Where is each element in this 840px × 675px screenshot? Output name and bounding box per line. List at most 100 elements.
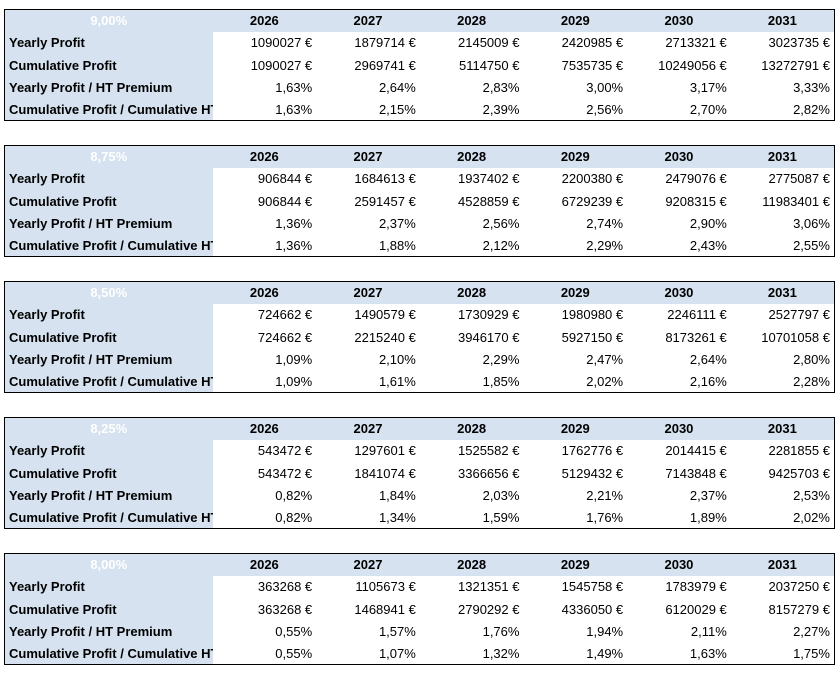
value-cell[interactable]: 3946170 € [419,326,524,349]
value-cell[interactable]: 8173261 € [627,326,731,349]
row-label-cumulative-profit-cumulative-ht-premium[interactable]: Cumulative Profit / Cumulative HT Premiu… [4,642,213,665]
year-header[interactable]: 2031 [730,553,835,576]
value-cell[interactable]: 2,70% [627,98,731,121]
year-header[interactable]: 2030 [627,281,731,304]
value-cell[interactable]: 2,29% [523,234,628,257]
value-cell[interactable]: 1,75% [730,642,835,665]
value-cell[interactable]: 2,82% [730,98,835,121]
year-header[interactable]: 2031 [730,145,835,168]
value-cell[interactable]: 2,39% [419,98,524,121]
value-cell[interactable]: 363268 € [212,575,317,599]
year-header[interactable]: 2030 [627,553,731,576]
value-cell[interactable]: 3,00% [523,76,628,99]
value-cell[interactable]: 1,57% [316,620,420,643]
value-cell[interactable]: 1,07% [316,642,420,665]
value-cell[interactable]: 2,37% [316,212,420,235]
value-cell[interactable]: 1980980 € [523,303,628,327]
value-cell[interactable]: 2591457 € [316,190,420,213]
year-header[interactable]: 2027 [316,553,420,576]
value-cell[interactable]: 4336050 € [523,598,628,621]
value-cell[interactable]: 2,02% [730,506,835,529]
value-cell[interactable]: 2969741 € [316,54,420,77]
value-cell[interactable]: 2,37% [627,484,731,507]
value-cell[interactable]: 2200380 € [523,167,628,191]
value-cell[interactable]: 1468941 € [316,598,420,621]
row-label-yearly-profit[interactable]: Yearly Profit [4,575,213,599]
value-cell[interactable]: 3,17% [627,76,731,99]
value-cell[interactable]: 2,11% [627,620,731,643]
row-label-yearly-profit-ht-premium[interactable]: Yearly Profit / HT Premium [4,484,213,507]
value-cell[interactable]: 2,43% [627,234,731,257]
row-label-yearly-profit-ht-premium[interactable]: Yearly Profit / HT Premium [4,348,213,371]
value-cell[interactable]: 2420985 € [523,31,628,55]
year-header[interactable]: 2026 [212,9,317,32]
year-header[interactable]: 2026 [212,281,317,304]
row-label-cumulative-profit-cumulative-ht-premium[interactable]: Cumulative Profit / Cumulative HT Premiu… [4,234,213,257]
year-header[interactable]: 2031 [730,417,835,440]
value-cell[interactable]: 2,47% [523,348,628,371]
value-cell[interactable]: 9208315 € [627,190,731,213]
value-cell[interactable]: 2,02% [523,370,628,393]
value-cell[interactable]: 1297601 € [316,439,420,463]
row-label-yearly-profit-ht-premium[interactable]: Yearly Profit / HT Premium [4,620,213,643]
value-cell[interactable]: 5114750 € [419,54,524,77]
value-cell[interactable]: 0,82% [212,506,317,529]
value-cell[interactable]: 1783979 € [627,575,731,599]
row-label-cumulative-profit-cumulative-ht-premium[interactable]: Cumulative Profit / Cumulative HT Premiu… [4,506,213,529]
value-cell[interactable]: 1,84% [316,484,420,507]
value-cell[interactable]: 2790292 € [419,598,524,621]
value-cell[interactable]: 2,28% [730,370,835,393]
value-cell[interactable]: 10249056 € [627,54,731,77]
value-cell[interactable]: 1,49% [523,642,628,665]
year-header[interactable]: 2030 [627,417,731,440]
rate-cell[interactable]: 8,25% [4,417,213,440]
row-label-yearly-profit[interactable]: Yearly Profit [4,31,213,55]
value-cell[interactable]: 5927150 € [523,326,628,349]
value-cell[interactable]: 1,61% [316,370,420,393]
year-header[interactable]: 2027 [316,9,420,32]
value-cell[interactable]: 8157279 € [730,598,835,621]
value-cell[interactable]: 2,16% [627,370,731,393]
value-cell[interactable]: 1490579 € [316,303,420,327]
value-cell[interactable]: 6729239 € [523,190,628,213]
year-header[interactable]: 2027 [316,145,420,168]
value-cell[interactable]: 2,56% [523,98,628,121]
value-cell[interactable]: 1,89% [627,506,731,529]
value-cell[interactable]: 5129432 € [523,462,628,485]
value-cell[interactable]: 2713321 € [627,31,731,55]
value-cell[interactable]: 2,55% [730,234,835,257]
value-cell[interactable]: 2,74% [523,212,628,235]
value-cell[interactable]: 1,76% [523,506,628,529]
value-cell[interactable]: 7143848 € [627,462,731,485]
year-header[interactable]: 2031 [730,9,835,32]
value-cell[interactable]: 2,15% [316,98,420,121]
value-cell[interactable]: 1105673 € [316,575,420,599]
value-cell[interactable]: 11983401 € [730,190,835,213]
year-header[interactable]: 2029 [523,553,628,576]
value-cell[interactable]: 724662 € [212,303,317,327]
year-header[interactable]: 2028 [419,281,524,304]
row-label-cumulative-profit[interactable]: Cumulative Profit [4,598,213,621]
value-cell[interactable]: 3366656 € [419,462,524,485]
value-cell[interactable]: 1321351 € [419,575,524,599]
row-label-cumulative-profit-cumulative-ht-premium[interactable]: Cumulative Profit / Cumulative HT Premiu… [4,98,213,121]
rate-cell[interactable]: 8,50% [4,281,213,304]
value-cell[interactable]: 4528859 € [419,190,524,213]
year-header[interactable]: 2028 [419,9,524,32]
row-label-cumulative-profit[interactable]: Cumulative Profit [4,54,213,77]
value-cell[interactable]: 1,34% [316,506,420,529]
year-header[interactable]: 2029 [523,145,628,168]
value-cell[interactable]: 13272791 € [730,54,835,77]
row-label-cumulative-profit-cumulative-ht-premium[interactable]: Cumulative Profit / Cumulative HT Premiu… [4,370,213,393]
value-cell[interactable]: 2,21% [523,484,628,507]
value-cell[interactable]: 0,55% [212,642,317,665]
value-cell[interactable]: 2,90% [627,212,731,235]
year-header[interactable]: 2027 [316,281,420,304]
value-cell[interactable]: 7535735 € [523,54,628,77]
value-cell[interactable]: 1879714 € [316,31,420,55]
year-header[interactable]: 2029 [523,281,628,304]
year-header[interactable]: 2028 [419,145,524,168]
value-cell[interactable]: 2246111 € [627,303,731,327]
value-cell[interactable]: 3,06% [730,212,835,235]
row-label-yearly-profit[interactable]: Yearly Profit [4,167,213,191]
